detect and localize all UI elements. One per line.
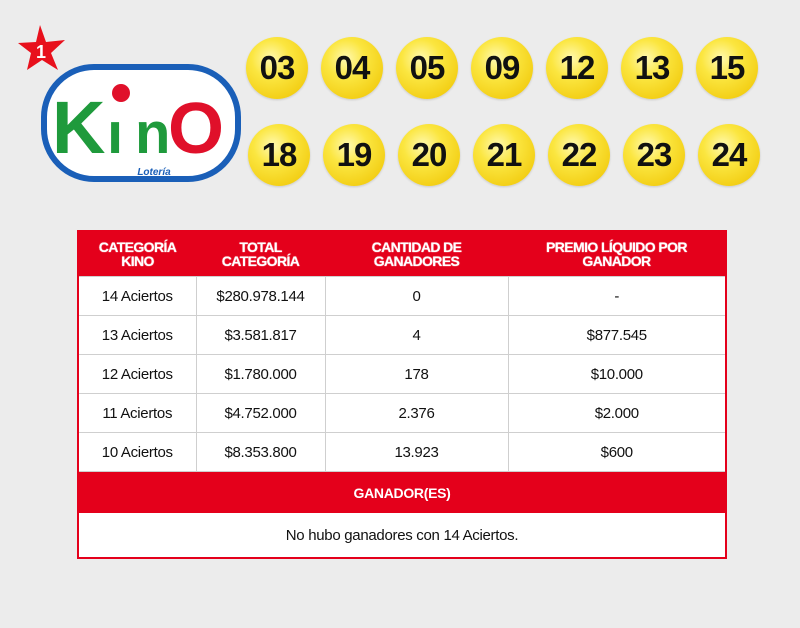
cell: $1.780.000 (195, 354, 326, 394)
star-badge-icon (18, 25, 65, 70)
number-ball: 05 (396, 37, 458, 99)
winners-title: GANADOR(ES) (78, 471, 726, 513)
table-row: 10 Aciertos $8.353.800 13.923 $600 (77, 432, 727, 472)
cell: 2.376 (324, 393, 509, 433)
svg-text:ı: ı (107, 101, 123, 166)
number-ball: 18 (248, 124, 310, 186)
cell: 13.923 (324, 432, 509, 472)
number-ball: 09 (471, 37, 533, 99)
cell: - (507, 276, 727, 316)
number-ball: 15 (696, 37, 758, 99)
cell: 4 (324, 315, 509, 355)
cell: $8.353.800 (195, 432, 326, 472)
cell: 13 Aciertos (77, 315, 197, 355)
cell: 12 Aciertos (77, 354, 197, 394)
cell: 11 Aciertos (77, 393, 197, 433)
number-ball: 04 (321, 37, 383, 99)
number-ball: 21 (473, 124, 535, 186)
winners-message: No hubo ganadores con 14 Aciertos. (285, 526, 519, 544)
cell: $2.000 (507, 393, 727, 433)
cell: 0 (324, 276, 509, 316)
cell: $280.978.144 (195, 276, 326, 316)
prize-table: CATEGORÍA KINO TOTAL CATEGORÍA CANTIDAD … (77, 230, 727, 559)
header-category: CATEGORÍA KINO (78, 231, 196, 277)
svg-text:n: n (135, 101, 170, 166)
cell: $600 (507, 432, 727, 472)
table-header: CATEGORÍA KINO TOTAL CATEGORÍA CANTIDAD … (78, 231, 726, 277)
cell: $4.752.000 (195, 393, 326, 433)
kino-loteria-logo: 1 K ı n O Lotería (18, 25, 241, 182)
svg-text:O: O (168, 89, 224, 169)
cell: 178 (324, 354, 509, 394)
table-row: 14 Aciertos $280.978.144 0- (77, 276, 727, 316)
svg-text:1: 1 (36, 42, 46, 62)
number-ball: 19 (323, 124, 385, 186)
number-ball: 24 (698, 124, 760, 186)
cell: $10.000 (507, 354, 727, 394)
table-row: 12 Aciertos $1.780.000 178 $10.000 (77, 354, 727, 394)
header-total: TOTAL CATEGORÍA (196, 231, 325, 277)
table-row: 13 Aciertos $3.581.817 4 $877.545 (77, 315, 727, 355)
svg-text:K: K (52, 86, 105, 169)
cell: $877.545 (507, 315, 727, 355)
cell: 10 Aciertos (77, 432, 197, 472)
number-ball: 22 (548, 124, 610, 186)
table-row: 11 Aciertos $4.752.000 2.376 $2.000 (77, 393, 727, 433)
header-prize: PREMIO LÍQUIDO POR GANADOR (508, 231, 726, 277)
number-ball: 23 (623, 124, 685, 186)
cell: 14 Aciertos (77, 276, 197, 316)
cell: $3.581.817 (195, 315, 326, 355)
svg-text:Lotería: Lotería (137, 167, 171, 178)
number-ball: 20 (398, 124, 460, 186)
header-winners-count: CANTIDAD DE GANADORES (325, 231, 508, 277)
number-ball: 12 (546, 37, 608, 99)
number-ball: 13 (621, 37, 683, 99)
number-ball: 03 (246, 37, 308, 99)
